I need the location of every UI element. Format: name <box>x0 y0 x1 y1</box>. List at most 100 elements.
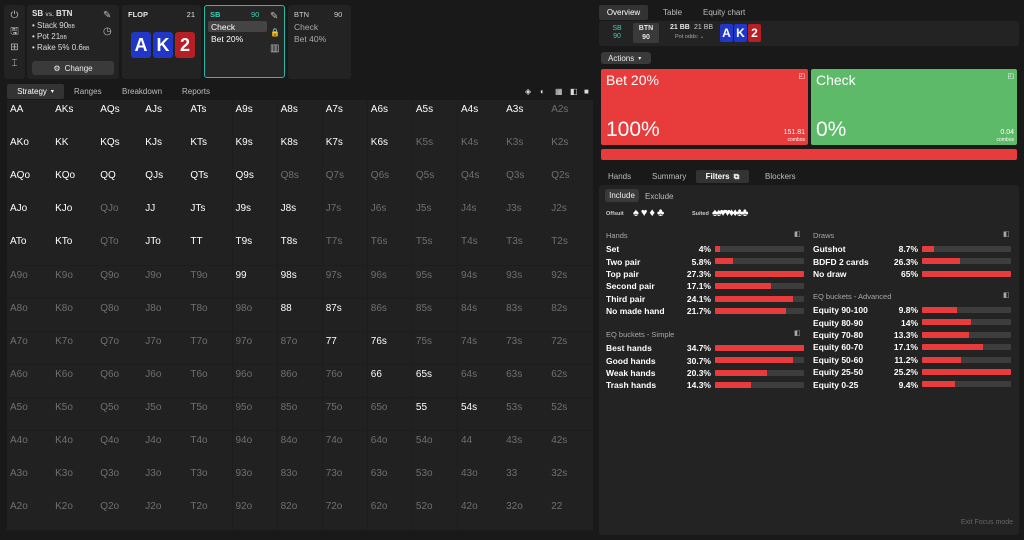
hand-cell[interactable]: K5s <box>412 133 458 166</box>
filter-row[interactable]: No draw 65% <box>813 268 1013 281</box>
hand-cell[interactable]: T4o <box>187 431 232 464</box>
hand-cell[interactable]: Q2o <box>97 497 142 530</box>
hand-cell[interactable]: 63o <box>367 464 413 497</box>
hand-cell[interactable]: 42s <box>548 431 593 464</box>
hand-cell[interactable]: KTo <box>52 232 97 265</box>
pot-odds[interactable]: Pot odds: ⌄ <box>675 34 705 40</box>
hand-cell[interactable]: A8s <box>277 100 323 133</box>
hand-cell[interactable]: T9s <box>232 232 277 265</box>
hand-cell[interactable]: J9o <box>142 265 187 298</box>
action-card-bet[interactable]: Bet 20% 100% 151.81 combos ◰ <box>601 69 808 145</box>
sb-action-box[interactable]: SB 90 Check Bet 20% ✎ 🔒 ▥ <box>204 5 285 78</box>
filter-row[interactable]: Equity 50-60 11.2% <box>813 354 1013 367</box>
hand-cell[interactable]: AKs <box>52 100 97 133</box>
tab-hands[interactable]: Hands <box>608 172 632 181</box>
spade-icon[interactable]: ♠♠ <box>712 207 722 219</box>
hand-cell[interactable]: AQo <box>7 166 52 199</box>
sb-action-check[interactable]: Check <box>211 22 236 32</box>
tab-breakdown[interactable]: Breakdown <box>122 87 163 96</box>
hand-cell[interactable]: 32s <box>548 464 593 497</box>
hand-cell[interactable]: JTo <box>142 232 187 265</box>
toggle-icon[interactable]: ◧ <box>794 330 801 337</box>
hand-cell[interactable]: Q8o <box>97 298 142 332</box>
hand-cell[interactable]: QTs <box>187 166 232 199</box>
hand-cell[interactable]: KJo <box>52 199 97 232</box>
action-card-check[interactable]: Check 0% 0.04 combos ◰ <box>811 69 1017 145</box>
hand-cell[interactable]: T8s <box>277 232 323 265</box>
hand-cell[interactable]: ATs <box>187 100 232 133</box>
hand-cell[interactable]: K9o <box>52 265 97 298</box>
expand-icon[interactable]: ◰ <box>1007 73 1014 80</box>
hand-cell[interactable]: 95o <box>232 397 277 431</box>
hand-cell[interactable]: JJ <box>142 199 187 232</box>
hand-cell[interactable]: 84o <box>277 431 323 464</box>
hand-cell[interactable]: T4s <box>458 232 503 265</box>
hand-cell[interactable]: 92s <box>548 265 593 298</box>
hand-cell[interactable]: 62o <box>367 497 413 530</box>
hand-cell[interactable]: T7s <box>322 232 368 265</box>
hand-cell[interactable]: A4s <box>458 100 503 133</box>
lock-icon[interactable]: 🔒 <box>270 28 280 37</box>
hand-cell[interactable]: 87o <box>277 331 323 365</box>
hand-cell[interactable]: A6o <box>7 364 52 398</box>
hand-cell[interactable]: 97o <box>232 331 277 365</box>
hand-cell[interactable]: AQs <box>97 100 142 133</box>
pencil-icon[interactable]: ✎ <box>270 11 279 22</box>
hand-cell[interactable]: K7s <box>322 133 368 166</box>
hand-cell[interactable]: 65s <box>412 364 458 398</box>
filter-row[interactable]: Best hands 34.7% <box>606 342 806 355</box>
hand-cell[interactable]: AJo <box>7 199 52 232</box>
hand-cell[interactable]: 85o <box>277 397 323 431</box>
tab-overview[interactable]: Overview <box>599 5 648 20</box>
hand-cell[interactable]: T6s <box>367 232 413 265</box>
hand-cell[interactable]: Q8s <box>277 166 323 199</box>
hand-cell[interactable]: T3o <box>187 464 232 497</box>
btn-action-bet[interactable]: Bet 40% <box>294 34 327 44</box>
hand-cell[interactable]: 87s <box>322 298 368 332</box>
hand-cell[interactable]: Q7s <box>322 166 368 199</box>
hand-cell[interactable]: 99 <box>232 265 277 298</box>
hand-cell[interactable]: 64s <box>458 364 503 398</box>
filter-row[interactable]: Good hands 30.7% <box>606 354 806 367</box>
sb-action-bet[interactable]: Bet 20% <box>211 34 244 44</box>
hand-cell[interactable]: J2o <box>142 497 187 530</box>
filter-row[interactable]: Equity 80-90 14% <box>813 316 1013 329</box>
hand-cell[interactable]: 77 <box>322 331 368 365</box>
hand-cell[interactable]: KK <box>52 133 97 166</box>
filter-row[interactable]: Equity 0-25 9.4% <box>813 378 1013 391</box>
hand-cell[interactable]: 22 <box>548 497 593 530</box>
hand-cell[interactable]: 66 <box>367 364 413 398</box>
hand-cell[interactable]: K4s <box>458 133 503 166</box>
filter-row[interactable]: Gutshot 8.7% <box>813 243 1013 256</box>
hand-cell[interactable]: QJo <box>97 199 142 232</box>
hand-cell[interactable]: Q5s <box>412 166 458 199</box>
power-icon[interactable]: ⏻ <box>10 10 19 21</box>
hand-cell[interactable]: Q7o <box>97 331 142 365</box>
cube-icon[interactable]: ◈ <box>525 87 532 96</box>
flop-panel[interactable]: FLOP 21 A K 2 <box>122 5 201 79</box>
hand-cell[interactable]: 88 <box>277 298 323 332</box>
hand-cell[interactable]: J3o <box>142 464 187 497</box>
hand-cell[interactable]: 75o <box>322 397 368 431</box>
suited-suits[interactable]: ♠♠♥♥♦♦♣♣ <box>712 207 749 219</box>
hand-cell[interactable]: 54s <box>458 397 503 431</box>
hand-cell[interactable]: K6s <box>367 133 413 166</box>
hand-cell[interactable]: K4o <box>52 431 97 464</box>
hand-cell[interactable]: 72s <box>548 331 593 365</box>
hand-cell[interactable]: T2o <box>187 497 232 530</box>
hand-cell[interactable]: 94s <box>458 265 503 298</box>
hand-cell[interactable]: J4o <box>142 431 187 464</box>
text-cursor-icon[interactable]: ⌶ <box>11 58 18 69</box>
diamond-icon[interactable]: ♦ <box>649 207 657 219</box>
hand-cell[interactable]: 97s <box>322 265 368 298</box>
hand-cell[interactable]: KTs <box>187 133 232 166</box>
hand-cell[interactable]: A3s <box>503 100 548 133</box>
heart-icon[interactable]: ♥♥ <box>719 207 731 219</box>
hand-cell[interactable]: 82s <box>548 298 593 332</box>
tab-equity-chart[interactable]: Equity chart <box>703 8 746 17</box>
filter-row[interactable]: Trash hands 14.3% <box>606 379 806 392</box>
filter-row[interactable]: Equity 60-70 17.1% <box>813 341 1013 354</box>
hand-cell[interactable]: T3s <box>503 232 548 265</box>
filter-row[interactable]: Two pair 5.8% <box>606 255 806 268</box>
hand-cell[interactable]: 85s <box>412 298 458 332</box>
